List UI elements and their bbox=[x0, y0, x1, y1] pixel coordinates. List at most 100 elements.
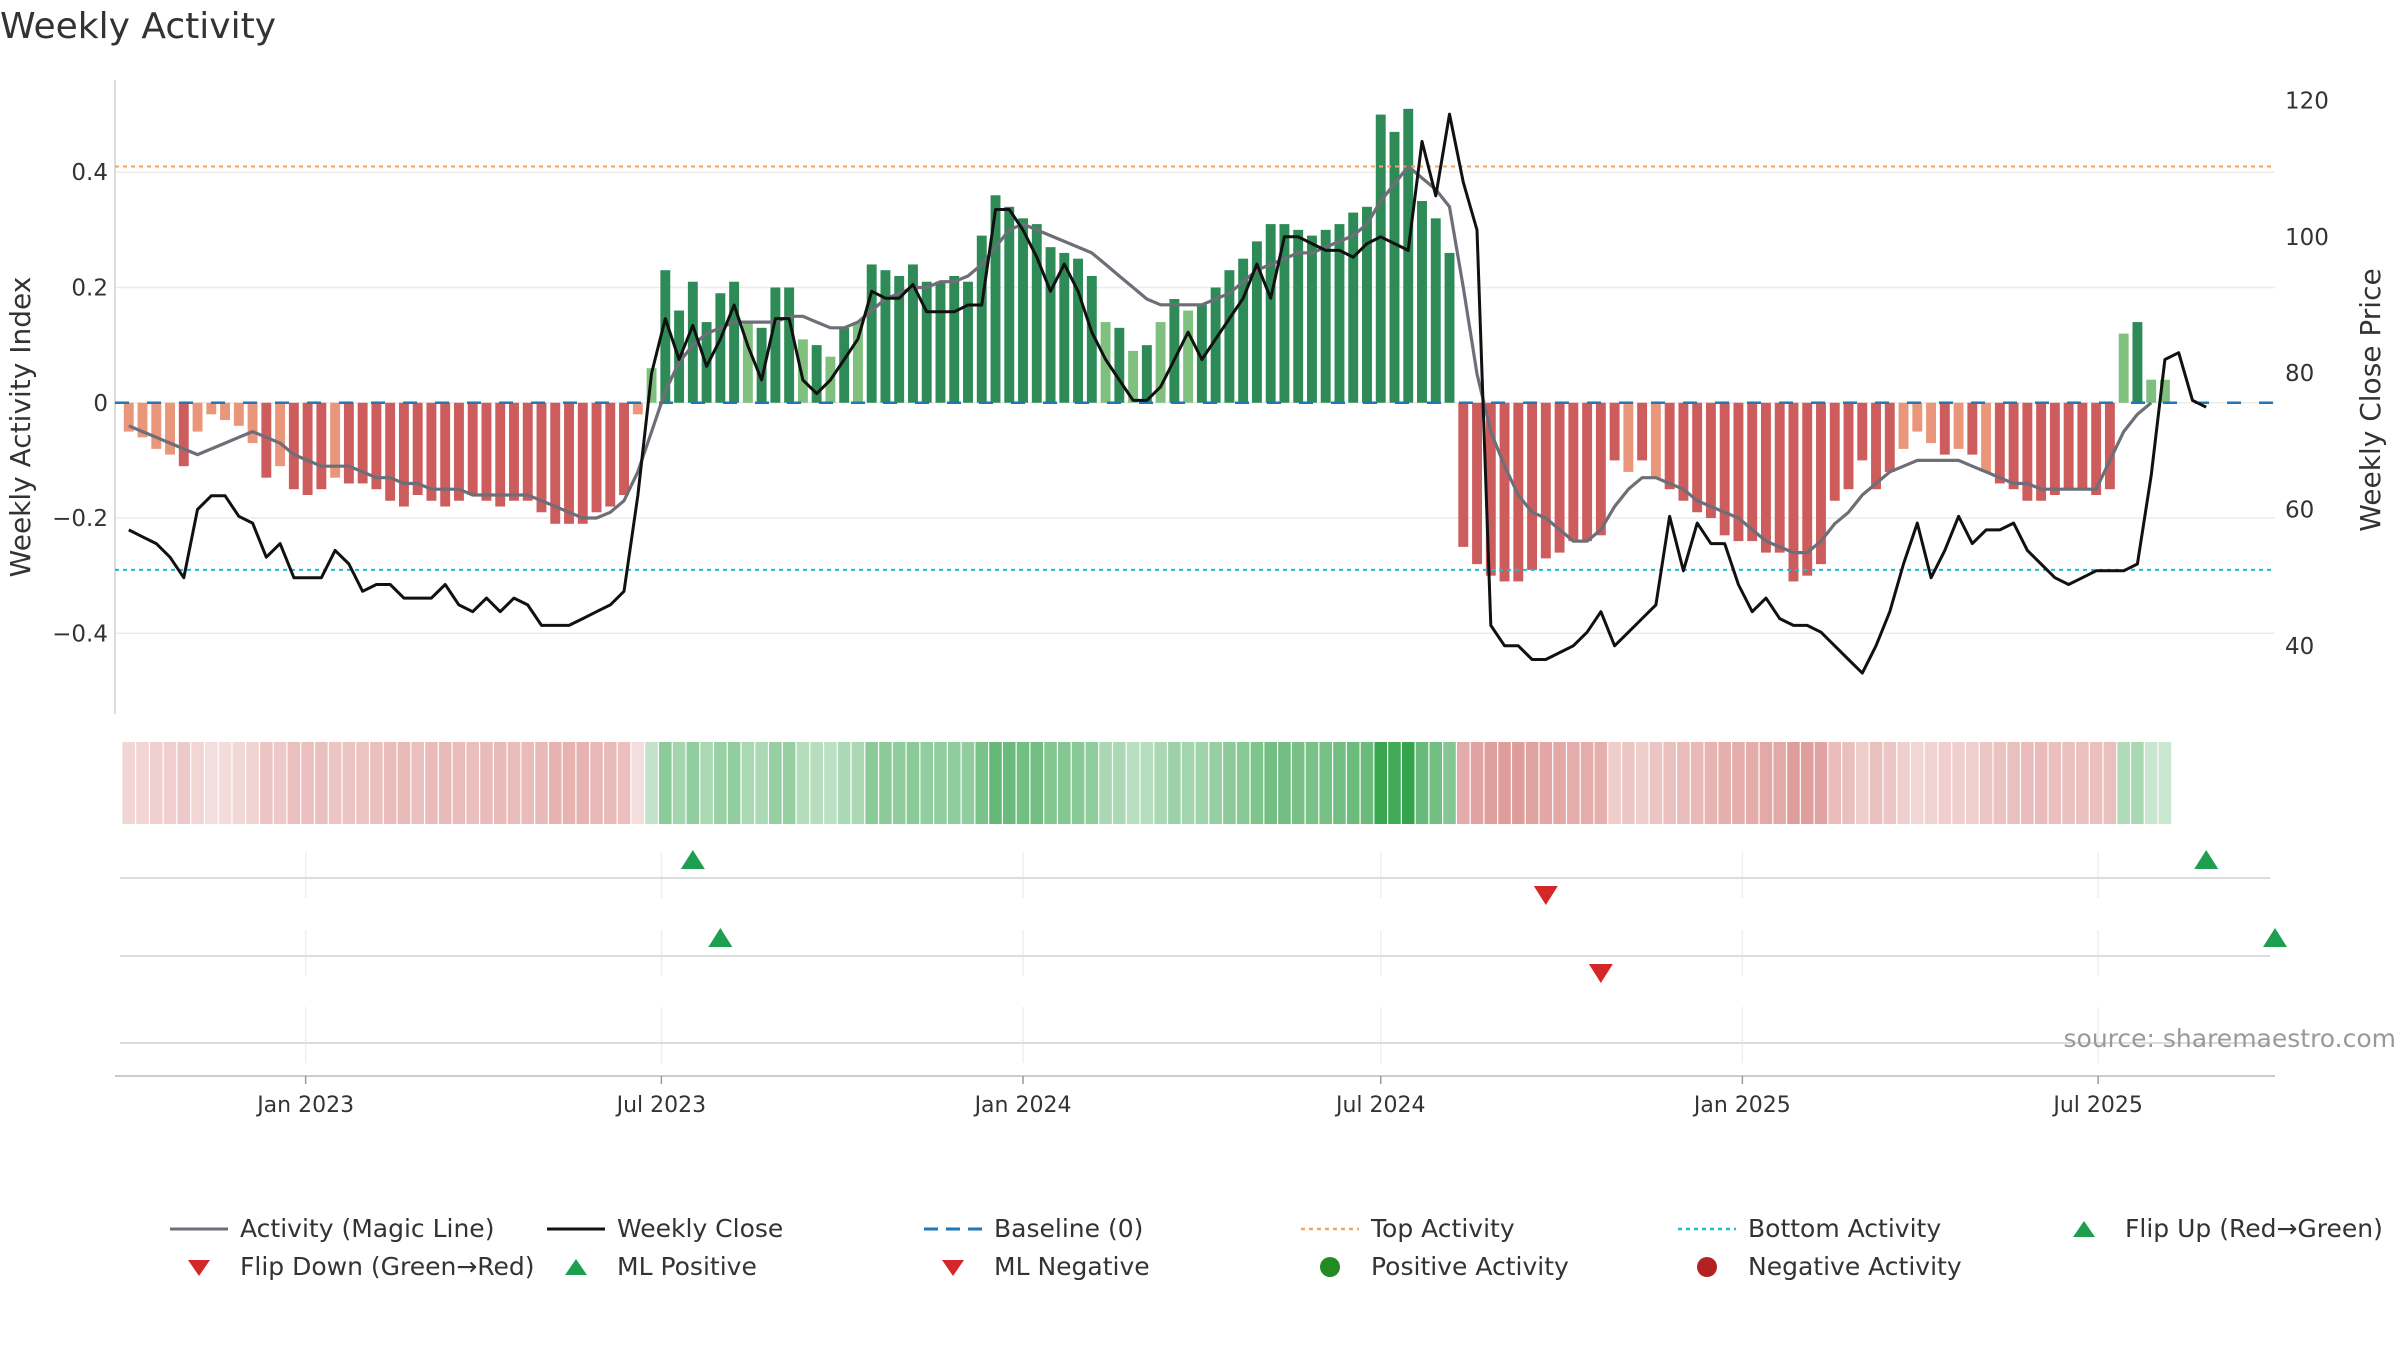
activity-bar bbox=[1650, 402, 1661, 478]
activity-bar bbox=[550, 402, 561, 524]
heat-strip-cell bbox=[466, 742, 479, 824]
heat-strip-cell bbox=[1278, 742, 1291, 824]
heat-strip-cell bbox=[1085, 742, 1099, 824]
activity-bar bbox=[1306, 235, 1317, 403]
activity-bar bbox=[894, 275, 905, 403]
heat-strip-cell bbox=[975, 742, 989, 824]
activity-bar bbox=[1265, 224, 1276, 403]
heat-strip-cell bbox=[548, 742, 562, 824]
heat-strip-cell bbox=[1305, 742, 1319, 824]
heat-strip-cell bbox=[328, 742, 342, 824]
activity-bar bbox=[632, 402, 643, 415]
activity-bar bbox=[1004, 206, 1015, 403]
activity-bar bbox=[1926, 402, 1937, 444]
activity-bar bbox=[619, 402, 629, 495]
heat-strip-cell bbox=[824, 742, 837, 824]
heat-strip-cell bbox=[1842, 742, 1855, 824]
heat-strip-cell bbox=[1264, 742, 1277, 824]
activity-bar bbox=[1100, 322, 1111, 403]
magic-line-series bbox=[128, 164, 2153, 555]
legend-swatch-weekly-close bbox=[547, 1227, 605, 1230]
heat-strip-cell bbox=[1745, 742, 1759, 824]
chart-legend: Activity (Magic Line) Weekly Close Basel… bbox=[0, 1210, 2400, 1300]
heat-strip-cell bbox=[383, 742, 397, 824]
triangle-up-icon bbox=[2073, 1220, 2095, 1237]
legend-label-bottom-activity: Bottom Activity bbox=[1748, 1214, 1942, 1243]
heat-strip-cell bbox=[356, 742, 369, 824]
activity-bar bbox=[288, 402, 299, 490]
heat-strip-cell bbox=[1787, 742, 1800, 824]
heat-strip-cell bbox=[1058, 742, 1071, 824]
activity-bar bbox=[1389, 131, 1400, 403]
heat-strip-cell bbox=[727, 742, 741, 824]
activity-bar bbox=[2132, 322, 2143, 403]
activity-bar bbox=[976, 235, 987, 403]
activity-bar bbox=[1829, 402, 1840, 501]
heat-strip-cell bbox=[1374, 742, 1388, 824]
activity-bar bbox=[1609, 402, 1620, 461]
heat-strip-cell bbox=[1828, 742, 1842, 824]
heat-strip-cell bbox=[1126, 742, 1140, 824]
heat-strip-cell bbox=[879, 742, 892, 824]
activity-bar bbox=[2104, 402, 2115, 490]
activity-bar bbox=[963, 281, 973, 403]
activity-bar bbox=[1802, 402, 1813, 576]
heat-strip-cell bbox=[1030, 742, 1044, 824]
activity-bar bbox=[770, 287, 781, 403]
activity-bar bbox=[1747, 402, 1758, 542]
legend-label-ml-positive: ML Positive bbox=[617, 1252, 757, 1281]
activity-bar bbox=[1210, 287, 1221, 403]
heat-strip-cell bbox=[1071, 742, 1085, 824]
heat-strip-cell bbox=[1814, 742, 1828, 824]
activity-bar bbox=[1871, 402, 1881, 490]
activity-bar bbox=[440, 402, 451, 507]
heat-strip-cell bbox=[1223, 742, 1236, 824]
heat-strip-cell bbox=[604, 742, 617, 824]
activity-bars bbox=[123, 108, 2170, 582]
legend-label-weekly-close: Weekly Close bbox=[617, 1214, 784, 1243]
activity-bar bbox=[206, 402, 217, 415]
heat-strip-cell bbox=[2034, 742, 2048, 824]
activity-bar bbox=[1884, 402, 1895, 472]
activity-bar bbox=[1540, 402, 1551, 559]
activity-bar bbox=[357, 402, 368, 484]
heat-strip-cell bbox=[741, 742, 755, 824]
activity-bar bbox=[151, 402, 162, 449]
activity-bar bbox=[1843, 402, 1854, 490]
activity-bar bbox=[591, 402, 602, 513]
heat-strip-cell bbox=[837, 742, 851, 824]
legend-swatch-top-activity bbox=[1301, 1227, 1359, 1230]
activity-bar bbox=[247, 402, 258, 444]
heat-strip-cell bbox=[1470, 742, 1484, 824]
legend-label-flip-up: Flip Up (Red→Green) bbox=[2125, 1214, 2383, 1243]
activity-bar bbox=[605, 402, 616, 507]
legend-item-flip-up: Flip Up (Red→Green) bbox=[2053, 1214, 2383, 1243]
activity-bar bbox=[1967, 402, 1978, 455]
heat-strip-cell bbox=[796, 742, 810, 824]
heat-strip-cell bbox=[1498, 742, 1511, 824]
activity-bar bbox=[509, 402, 519, 501]
heat-strip-cell bbox=[260, 742, 273, 824]
activity-bar bbox=[1031, 224, 1042, 403]
heat-strip-cell bbox=[1622, 742, 1635, 824]
activity-bar bbox=[660, 270, 671, 403]
heat-strip-cell bbox=[1924, 742, 1938, 824]
activity-bar bbox=[1045, 247, 1056, 403]
heat-strip-cell bbox=[2089, 742, 2103, 824]
heat-strip-cell bbox=[851, 742, 865, 824]
activity-bar bbox=[178, 402, 189, 467]
activity-bar bbox=[2008, 402, 2019, 490]
activity-bar bbox=[1293, 229, 1304, 403]
activity-bar bbox=[990, 195, 1001, 403]
legend-label-magic-line: Activity (Magic Line) bbox=[240, 1214, 495, 1243]
heat-strip-cell bbox=[2076, 742, 2089, 824]
activity-bar bbox=[1334, 224, 1345, 403]
x-tick-label: Jul 2025 bbox=[2051, 1093, 2143, 1118]
heat-strip-cell bbox=[2117, 742, 2130, 824]
heat-strip-cell bbox=[1800, 742, 1814, 824]
heat-strip-cell bbox=[1250, 742, 1264, 824]
activity-bar bbox=[220, 402, 231, 421]
heat-strip-cell bbox=[205, 742, 218, 824]
activity-bar bbox=[453, 402, 464, 501]
heat-strip-cell bbox=[2144, 742, 2158, 824]
